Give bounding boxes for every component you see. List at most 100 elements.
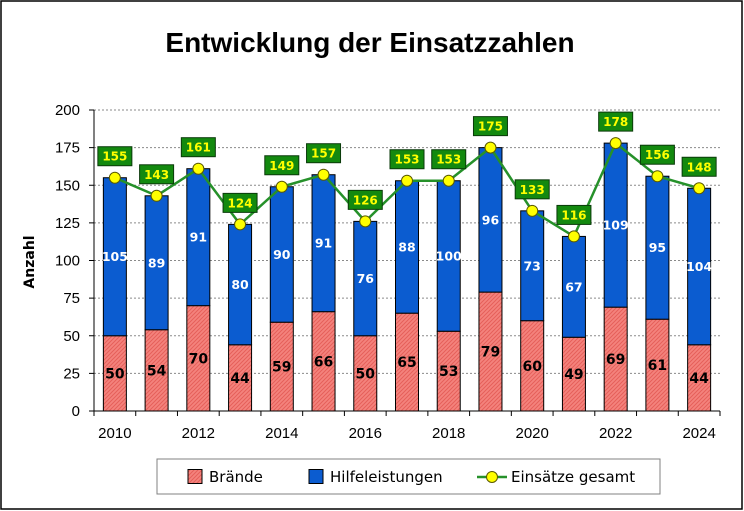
data-label-hilfeleistungen-2022: 109 [603, 218, 629, 233]
data-label-brande-2019: 79 [481, 345, 500, 361]
data-label-hilfeleistungen-2023: 95 [649, 240, 666, 255]
data-label-hilfeleistungen-2019: 96 [482, 212, 500, 227]
legend: Brände Hilfeleistungen Einsätze gesamt [156, 458, 661, 495]
data-label-hilfeleistungen-2012: 91 [190, 230, 207, 245]
data-label-hilfeleistungen-2018: 100 [436, 248, 462, 263]
data-label-hilfeleistungen-2011: 89 [148, 255, 165, 270]
data-label-hilfeleistungen-2015: 91 [315, 236, 332, 251]
data-label-brande-2011: 54 [147, 363, 167, 379]
data-label-einsatze-gesamt-2022: 178 [603, 115, 628, 129]
y-tick-label-100: 100 [55, 253, 80, 270]
data-label-einsatze-gesamt-2017: 153 [394, 153, 419, 167]
data-label-einsatze-gesamt-2023: 156 [645, 148, 670, 162]
point-einsatze-gesamt-2015 [317, 168, 330, 181]
data-label-brande-2013: 44 [230, 371, 250, 387]
data-label-brande-2021: 49 [564, 367, 583, 383]
data-label-einsatze-gesamt-2013: 124 [228, 196, 253, 210]
data-label-einsatze-gesamt-2024: 148 [687, 160, 712, 174]
data-label-box-einsatze-gesamt-2020 [514, 179, 550, 200]
data-label-brande-2014: 59 [272, 360, 291, 376]
point-einsatze-gesamt-2022 [609, 137, 622, 150]
data-label-hilfeleistungen-2024: 104 [686, 259, 712, 274]
data-label-brande-2017: 65 [397, 355, 416, 371]
x-tick-label-2014: 2014 [265, 425, 298, 442]
legend-label-einsatze-gesamt: Einsätze gesamt [511, 468, 635, 486]
data-label-einsatze-gesamt-2020: 133 [520, 183, 545, 197]
x-tick-label-2022: 2022 [599, 425, 632, 442]
data-label-einsatze-gesamt-2014: 149 [269, 159, 294, 173]
data-label-brande-2012: 70 [189, 351, 209, 367]
data-label-box-einsatze-gesamt-2018 [431, 149, 467, 170]
data-label-einsatze-gesamt-2011: 143 [144, 168, 169, 182]
data-label-hilfeleistungen-2014: 90 [273, 247, 291, 262]
bars [102, 142, 712, 412]
data-label-hilfeleistungen-2020: 73 [523, 258, 540, 273]
data-label-box-einsatze-gesamt-2014 [264, 155, 300, 176]
x-tick-label-2024: 2024 [682, 425, 715, 442]
data-label-hilfeleistungen-2013: 80 [231, 277, 249, 292]
y-tick-label-200: 200 [55, 102, 80, 119]
y-tick-label-25: 25 [63, 365, 80, 382]
data-label-einsatze-gesamt-2015: 157 [311, 147, 336, 161]
legend-label-brande: Brände [209, 468, 263, 486]
data-label-box-einsatze-gesamt-2021 [556, 204, 592, 225]
data-label-einsatze-gesamt-2021: 116 [561, 208, 586, 222]
legend-item-hilfeleistungen: Hilfeleistungen [308, 468, 443, 486]
data-label-hilfeleistungen-2017: 88 [398, 239, 415, 254]
chart-title: Entwicklung der Einsatzzahlen [165, 27, 574, 58]
x-tick-label-2018: 2018 [432, 425, 465, 442]
data-label-box-einsatze-gesamt-2016 [347, 189, 383, 210]
point-einsatze-gesamt-2020 [526, 204, 539, 217]
x-tick-label-2012: 2012 [182, 425, 215, 442]
data-label-brande-2022: 69 [606, 352, 625, 368]
data-label-einsatze-gesamt-2018: 153 [436, 153, 461, 167]
bar-data-labels: 50 105 54 89 70 91 44 80 59 90 66 91 50 76 65 88 53 100 79… [102, 212, 713, 387]
data-label-einsatze-gesamt-2016: 126 [353, 193, 378, 207]
total-line [108, 137, 706, 243]
data-label-box-einsatze-gesamt-2017 [389, 149, 425, 170]
point-einsatze-gesamt-2019 [484, 141, 497, 154]
point-einsatze-gesamt-2016 [359, 215, 372, 228]
data-label-brande-2023: 61 [648, 358, 667, 374]
data-label-box-einsatze-gesamt-2010 [97, 146, 133, 167]
y-axis-title: Anzahl [22, 235, 38, 288]
data-label-box-einsatze-gesamt-2013 [222, 192, 258, 213]
data-label-brande-2018: 53 [439, 364, 458, 380]
data-label-einsatze-gesamt-2012: 161 [186, 141, 211, 155]
y-tick-label-175: 175 [55, 140, 80, 157]
data-label-box-einsatze-gesamt-2015 [306, 143, 342, 164]
y-tick-label-0: 0 [72, 403, 80, 420]
y-tick-label-50: 50 [63, 328, 80, 345]
x-tick-label-2020: 2020 [516, 425, 549, 442]
point-einsatze-gesamt-2017 [401, 174, 413, 187]
legend-item-brande: Brände [187, 468, 263, 486]
total-data-labels: 155 143 161 124 149 157 126 153 153 175 133 116 178 1… [97, 111, 717, 225]
data-label-brande-2016: 50 [356, 366, 376, 382]
legend-swatch-brande [187, 469, 203, 484]
axes: 0 25 50 75 100 125 150 175 200 2010 2012 2014 2016 20… [55, 102, 721, 442]
data-label-einsatze-gesamt-2010: 155 [102, 150, 127, 164]
legend-swatch-marker [486, 471, 498, 483]
data-label-box-einsatze-gesamt-2024 [681, 156, 717, 177]
data-label-box-einsatze-gesamt-2011 [139, 164, 175, 185]
legend-swatch-hilfeleistungen [308, 469, 324, 484]
point-einsatze-gesamt-2012 [192, 162, 205, 175]
data-label-einsatze-gesamt-2019: 175 [478, 120, 503, 134]
data-label-brande-2020: 60 [522, 359, 542, 375]
x-tick-label-2016: 2016 [349, 425, 382, 442]
data-label-hilfeleistungen-2010: 105 [102, 249, 128, 264]
data-label-hilfeleistungen-2021: 67 [565, 279, 582, 294]
legend-label-hilfeleistungen: Hilfeleistungen [330, 468, 443, 486]
point-einsatze-gesamt-2021 [567, 230, 580, 243]
legend-item-einsatze-gesamt: Einsätze gesamt [477, 468, 635, 486]
point-einsatze-gesamt-2018 [442, 174, 455, 187]
data-label-brande-2024: 44 [689, 371, 709, 387]
point-einsatze-gesamt-2013 [234, 218, 247, 231]
y-tick-label-75: 75 [63, 290, 80, 307]
data-label-box-einsatze-gesamt-2022 [598, 111, 634, 132]
point-einsatze-gesamt-2024 [693, 182, 706, 195]
point-einsatze-gesamt-2010 [108, 171, 121, 184]
data-label-box-einsatze-gesamt-2012 [180, 137, 216, 158]
point-einsatze-gesamt-2014 [275, 180, 288, 193]
y-tick-label-125: 125 [55, 215, 80, 232]
